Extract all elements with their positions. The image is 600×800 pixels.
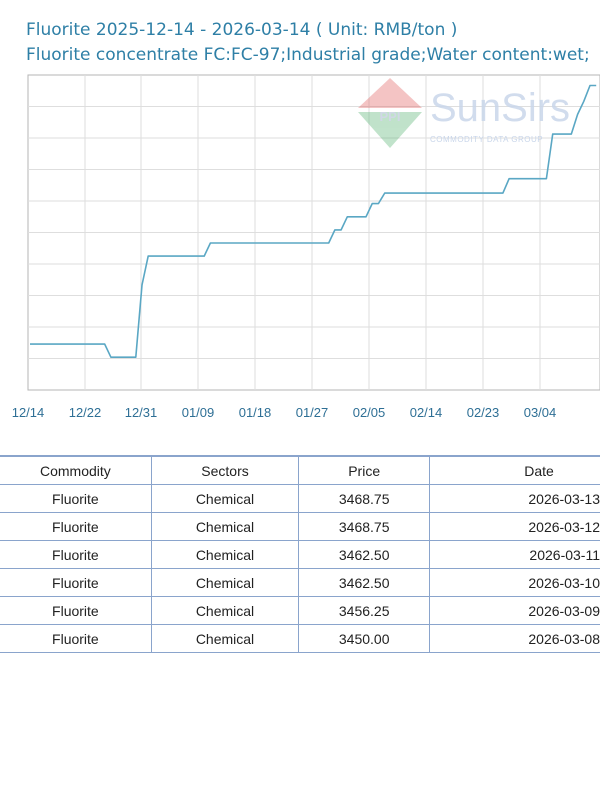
x-tick-label: 01/09 xyxy=(182,405,215,420)
table-header-row: Commodity Sectors Price Date xyxy=(0,455,600,485)
cell-date: 2026-03-08 xyxy=(429,624,600,653)
cell-sector: Chemical xyxy=(150,512,300,541)
cell-date: 2026-03-13 xyxy=(429,484,600,513)
price-table: Commodity Sectors Price Date Fluorite Ch… xyxy=(0,455,600,653)
cell-date: 2026-03-12 xyxy=(429,512,600,541)
column-header-sectors: Sectors xyxy=(150,455,300,485)
cell-date: 2026-03-09 xyxy=(429,596,600,625)
cell-price: 3462.50 xyxy=(298,540,431,569)
table-row: Fluorite Chemical 3456.25 2026-03-09 xyxy=(0,596,600,625)
cell-price: 3450.00 xyxy=(298,624,431,653)
x-tick-label: 12/22 xyxy=(69,405,102,420)
cell-commodity: Fluorite xyxy=(0,540,152,569)
x-tick-label: 01/18 xyxy=(239,405,272,420)
x-tick-label: 01/27 xyxy=(296,405,329,420)
cell-date: 2026-03-10 xyxy=(429,568,600,597)
chart-subtitle: Fluorite concentrate FC:FC-97;Industrial… xyxy=(26,45,590,65)
cell-price: 3468.75 xyxy=(298,484,431,513)
column-header-date: Date xyxy=(429,455,600,485)
cell-sector: Chemical xyxy=(150,596,300,625)
table-row: Fluorite Chemical 3462.50 2026-03-11 xyxy=(0,540,600,569)
cell-commodity: Fluorite xyxy=(0,512,152,541)
cell-sector: Chemical xyxy=(150,484,300,513)
cell-price: 3456.25 xyxy=(298,596,431,625)
cell-commodity: Fluorite xyxy=(0,596,152,625)
cell-commodity: Fluorite xyxy=(0,568,152,597)
table-row: Fluorite Chemical 3462.50 2026-03-10 xyxy=(0,568,600,597)
x-axis-ticks: 12/14 12/22 12/31 01/09 01/18 01/27 02/05 02/14… xyxy=(12,405,557,420)
cell-price: 3468.75 xyxy=(298,512,431,541)
cell-date: 2026-03-11 xyxy=(429,540,600,569)
x-tick-label: 02/23 xyxy=(467,405,500,420)
table-row: Fluorite Chemical 3468.75 2026-03-13 xyxy=(0,484,600,513)
x-tick-label: 12/14 xyxy=(12,405,45,420)
cell-commodity: Fluorite xyxy=(0,484,152,513)
watermark-tagline: COMMODITY DATA GROUP xyxy=(430,135,543,144)
sunsirs-watermark: PPI SunSirs COMMODITY DATA GROUP xyxy=(358,78,570,148)
column-header-price: Price xyxy=(298,455,431,485)
cell-price: 3462.50 xyxy=(298,568,431,597)
cell-sector: Chemical xyxy=(150,568,300,597)
x-tick-label: 02/05 xyxy=(353,405,386,420)
x-tick-label: 02/14 xyxy=(410,405,443,420)
cell-sector: Chemical xyxy=(150,624,300,653)
x-tick-label: 12/31 xyxy=(125,405,158,420)
grid-lines xyxy=(28,75,600,390)
table-row: Fluorite Chemical 3468.75 2026-03-12 xyxy=(0,512,600,541)
series-layer xyxy=(30,84,597,359)
watermark-brand: SunSirs xyxy=(430,86,570,130)
x-tick-label: 03/04 xyxy=(524,405,557,420)
cell-sector: Chemical xyxy=(150,540,300,569)
series-line xyxy=(30,84,597,359)
price-chart: PPI SunSirs COMMODITY DATA GROUP 12/14 12… xyxy=(12,74,600,420)
table-row: Fluorite Chemical 3450.00 2026-03-08 xyxy=(0,624,600,653)
column-header-commodity: Commodity xyxy=(0,455,152,485)
chart-title: Fluorite 2025-12-14 - 2026-03-14 ( Unit:… xyxy=(26,20,458,40)
ppi-logo-icon: PPI xyxy=(358,78,422,148)
cell-commodity: Fluorite xyxy=(0,624,152,653)
ppi-logo-text: PPI xyxy=(380,109,401,124)
